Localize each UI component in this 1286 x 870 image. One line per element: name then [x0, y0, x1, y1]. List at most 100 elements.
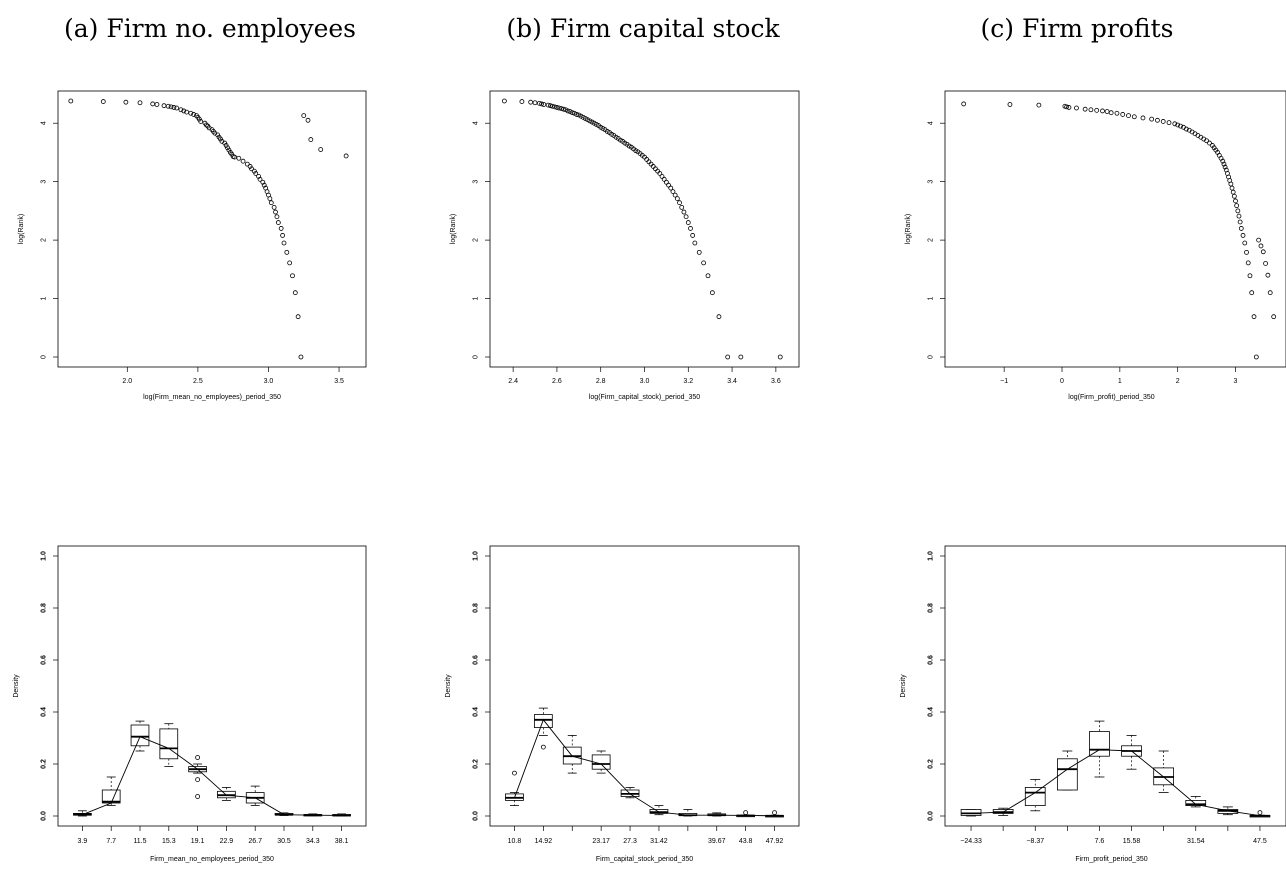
- rank-employees-point: [232, 154, 237, 160]
- rank-employees-point: [161, 103, 167, 109]
- density-capital-stock-ytick-label: 0.0: [473, 811, 480, 821]
- density-employees-ytick-label: 0.8: [41, 603, 48, 613]
- rank-profits-point: [1120, 112, 1126, 117]
- rank-capital-stock-ytick-label: 4: [473, 121, 480, 125]
- rank-capital-stock-point: [685, 220, 691, 225]
- rank-profits-point: [1094, 107, 1100, 113]
- rank-profits-point: [1263, 261, 1268, 266]
- rank-profits-point: [1245, 260, 1251, 266]
- density-capital-stock-mean-line: [514, 718, 775, 817]
- rank-employees-point: [240, 158, 246, 164]
- rank-profits-point: [1265, 272, 1271, 278]
- rank-profits-point: [1175, 122, 1181, 128]
- rank-employees-point: [100, 99, 106, 104]
- density-employees-box: [130, 724, 150, 747]
- rank-profits-point: [1131, 114, 1137, 120]
- density-profits-xlabel: Firm_profit_period_350: [1075, 856, 1147, 863]
- rank-capital-stock-point: [677, 200, 682, 206]
- rank-employees-xtick-label: 3.5: [334, 378, 344, 385]
- rank-profits-point: [1221, 161, 1227, 167]
- rank-employees-point: [274, 214, 280, 220]
- rank-capital-stock-point: [670, 189, 676, 194]
- rank-employees-point: [287, 260, 293, 266]
- rank-employees-point: [275, 220, 281, 225]
- rank-employees-ytick-label: 1: [41, 297, 48, 301]
- density-employees-ytick-label: 0.2: [41, 759, 48, 769]
- rank-profits-point: [961, 101, 967, 107]
- density-capital-stock-xtick-label: 14.92: [535, 838, 553, 845]
- rank-capital-stock-point: [777, 354, 783, 360]
- density-employees-ytick-label: 0.6: [41, 655, 48, 665]
- density-employees-xtick-label: 26.7: [248, 838, 262, 845]
- rank-capital-stock-xtick-label: 2.6: [552, 378, 562, 385]
- rank-employees-point: [278, 226, 284, 231]
- rank-employees-point: [68, 98, 74, 104]
- density-profits-xtick-label: 7.6: [1095, 838, 1105, 845]
- rank-employees-point: [225, 145, 230, 151]
- rank-profits-xlabel: log(Firm_profit)_period_350: [1068, 394, 1154, 401]
- rank-employees-point: [178, 107, 184, 113]
- rank-profits-ytick-label: 4: [928, 121, 935, 125]
- density-employees-xtick-label: 34.3: [306, 838, 320, 845]
- rank-employees-point: [301, 113, 307, 119]
- rank-employees-point: [244, 161, 250, 167]
- rank-capital-stock-point: [550, 103, 555, 109]
- rank-employees-point: [280, 233, 285, 238]
- rank-capital-stock-point: [547, 103, 553, 109]
- density-capital-stock-xlabel: Firm_capital_stock_period_350: [596, 856, 693, 863]
- panel-title-c: (c) Firm profits: [980, 14, 1174, 43]
- rank-employees-ytick-label: 3: [41, 180, 48, 184]
- rank-profits-point: [1242, 240, 1248, 246]
- density-employees-ylabel: Density: [13, 674, 20, 698]
- density-profits-box: [960, 809, 982, 816]
- density-capital-stock-xtick-label: 23.17: [592, 838, 610, 845]
- rank-employees-point: [267, 196, 273, 202]
- rank-profits-point: [1204, 138, 1209, 144]
- density-capital-stock-ytick-label: 0.4: [473, 707, 480, 717]
- density-employees-outlier: [195, 777, 201, 782]
- density-profits-ytick-label: 0.4: [928, 707, 935, 717]
- density-capital-stock-ytick-label: 0.8: [473, 603, 480, 613]
- rank-employees-point: [188, 110, 194, 116]
- panel-title-a: (a) Firm no. employees: [63, 14, 356, 43]
- density-profits-ytick-label: 1.0: [928, 551, 935, 561]
- density-profits-xtick-label: −24.33: [960, 838, 982, 845]
- rank-profits-point: [1231, 193, 1237, 199]
- density-capital-stock-xtick-label: 47.92: [766, 838, 784, 845]
- rank-employees-point: [271, 204, 277, 210]
- rank-capital-stock-point: [501, 98, 507, 104]
- density-profits-box: [1185, 800, 1207, 807]
- rank-profits-point: [1149, 116, 1155, 122]
- rank-profits-point: [1007, 102, 1013, 107]
- rank-profits-ytick-label: 1: [928, 297, 935, 301]
- rank-profits-point: [1222, 164, 1228, 170]
- density-employees-xtick-label: 30.5: [277, 838, 291, 845]
- rank-profits-point: [1220, 158, 1226, 164]
- density-profits-frame: [944, 545, 1286, 827]
- rank-employees-frame: [57, 90, 367, 368]
- rank-employees-point: [290, 273, 295, 279]
- rank-capital-stock-point: [561, 106, 566, 112]
- rank-profits-point: [1235, 208, 1241, 214]
- rank-employees-point: [253, 171, 259, 176]
- rank-employees-point: [308, 137, 314, 142]
- rank-profits-ylabel: log(Rank): [905, 214, 912, 244]
- rank-profits-point: [1036, 102, 1042, 108]
- rank-capital-stock-xtick-label: 2.8: [596, 378, 606, 385]
- rank-employees-point: [305, 117, 311, 123]
- rank-profits-point: [1267, 290, 1273, 296]
- rank-capital-stock-xtick-label: 3.4: [727, 378, 737, 385]
- rank-employees-point: [284, 249, 290, 255]
- rank-capital-stock-point: [556, 105, 562, 111]
- density-employees-xtick-label: 22.9: [220, 838, 234, 845]
- rank-profits-point: [1234, 203, 1240, 209]
- density-employees-xtick-label: 3.9: [78, 838, 88, 845]
- rank-profits-point: [1108, 110, 1114, 116]
- density-profits-ytick-label: 0.8: [928, 603, 935, 613]
- rank-capital-stock-point: [545, 102, 551, 108]
- density-capital-stock-ytick-label: 0.2: [473, 759, 480, 769]
- rank-employees-xtick-label: 3.0: [264, 378, 274, 385]
- rank-capital-stock-point: [537, 100, 542, 106]
- rank-employees-point: [137, 100, 143, 106]
